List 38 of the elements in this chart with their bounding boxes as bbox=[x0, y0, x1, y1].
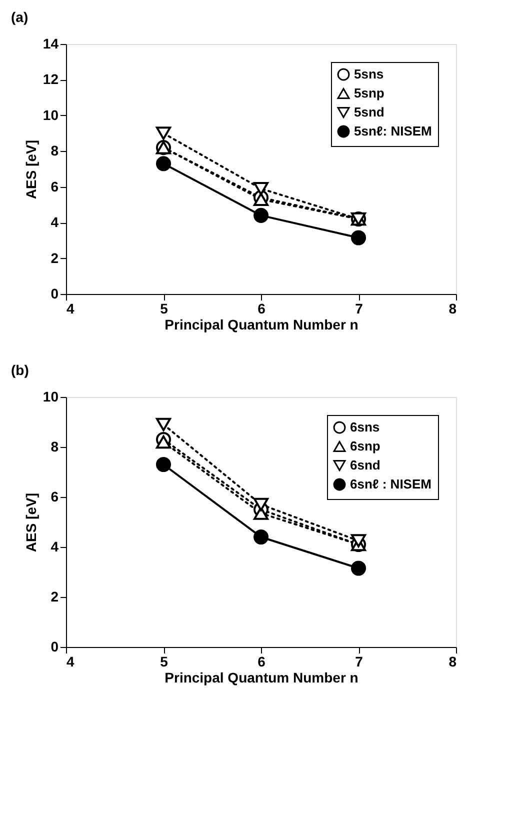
legend-label: 5snp bbox=[354, 86, 384, 100]
x-tick-label: 6 bbox=[258, 300, 266, 316]
y-tick-label: 2 bbox=[50, 250, 59, 266]
y-tick-label: 0 bbox=[50, 638, 59, 654]
y-tick-label: 2 bbox=[50, 588, 59, 604]
x-tick-label: 5 bbox=[160, 300, 168, 316]
legend-label: 6sns bbox=[350, 420, 380, 434]
legend-label: 5snℓ: NISEM bbox=[354, 124, 432, 138]
y-tick-label: 10 bbox=[42, 388, 59, 404]
y-tick-label: 8 bbox=[50, 142, 59, 159]
y-tick-label: 6 bbox=[50, 488, 59, 504]
y-tick-label: 12 bbox=[42, 71, 59, 88]
legend-label: 6snp bbox=[350, 438, 380, 454]
legend-label: 5snd bbox=[354, 104, 384, 120]
y-tick-label: 4 bbox=[50, 538, 59, 554]
x-tick-label: 7 bbox=[355, 654, 364, 670]
x-axis-title: Principal Quantum Number n bbox=[164, 316, 358, 332]
x-tick-label: 8 bbox=[448, 300, 457, 316]
x-tick-label: 4 bbox=[66, 654, 74, 670]
chart-title: (a) bbox=[11, 9, 28, 25]
y-axis-title: AES [eV] bbox=[22, 140, 39, 200]
chart-title: (b) bbox=[11, 362, 29, 378]
y-tick-label: 8 bbox=[50, 438, 59, 454]
y-tick-label: 0 bbox=[50, 286, 59, 302]
legend-label: 5sns bbox=[354, 66, 384, 82]
y-axis-title: AES [eV] bbox=[22, 492, 39, 552]
y-tick-label: 4 bbox=[50, 214, 59, 230]
x-tick-label: 8 bbox=[448, 654, 457, 670]
legend-label: 6snd bbox=[350, 458, 380, 472]
y-tick-label: 14 bbox=[42, 36, 59, 52]
x-tick-label: 6 bbox=[258, 654, 266, 670]
x-tick-label: 4 bbox=[66, 300, 74, 316]
y-tick-label: 10 bbox=[42, 106, 59, 123]
legend-label: 6snℓ : NISEM bbox=[350, 476, 432, 492]
x-tick-label: 7 bbox=[355, 300, 364, 316]
x-tick-label: 5 bbox=[160, 654, 168, 670]
y-tick-label: 6 bbox=[50, 178, 59, 194]
x-axis-title: Principal Quantum Number n bbox=[164, 670, 358, 686]
